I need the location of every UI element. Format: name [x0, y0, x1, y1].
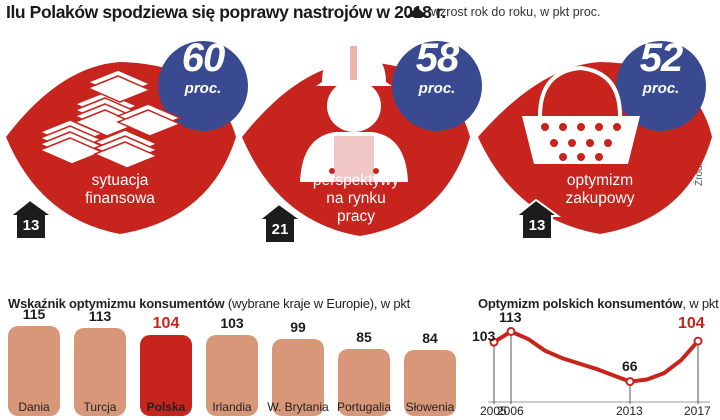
- line-chart: [488, 326, 710, 404]
- increase-arrow-icon: [406, 7, 428, 17]
- line-value-label: 103: [472, 328, 496, 345]
- page-title: Ilu Polaków spodziewa się poprawy nastro…: [6, 2, 446, 22]
- blob-1-value: 60: [181, 36, 226, 80]
- blob-1-label-line2: finansowa: [85, 190, 155, 207]
- bar-chart-title: Wskaźnik optymizmu konsumentów (wybrane …: [8, 296, 410, 311]
- change-arrow-1: [7, 198, 56, 240]
- change-arrow-3: [513, 198, 562, 240]
- line-point: [625, 377, 635, 387]
- blob-financial: [6, 41, 248, 240]
- line-chart-title-bold: Optymizm polskich konsumentów: [478, 296, 683, 311]
- bar-chart: 115 Dania 113 Turcja 104 Polska 103 Irlandia 99 W…: [0, 306, 470, 420]
- bar-dania: [8, 326, 60, 416]
- bar-category-label: Turcja: [83, 400, 117, 414]
- line-chart-title-rest: , w pkt: [682, 296, 719, 311]
- shopping-basket-icon: [522, 65, 640, 164]
- bar-turcja: [74, 327, 126, 416]
- blob-1-label-line1: sytuacja: [91, 172, 149, 189]
- money-stack-icon: [38, 69, 182, 169]
- blob-2-label-line3: pracy: [337, 208, 375, 225]
- bar-category-label: Polska: [146, 400, 186, 414]
- blob-job-market: [242, 41, 482, 244]
- line-point: [506, 326, 516, 336]
- bar-value-label: 84: [422, 330, 438, 347]
- bar-value-label: 99: [290, 318, 306, 335]
- worker-icon: [300, 46, 408, 182]
- x-tick-label: 2005: [480, 404, 507, 418]
- line-chart-title: Optymizm polskich konsumentów, w pkt: [478, 296, 719, 311]
- line-chart-labels: 103 113 66 104 2005 2006 2013 2017: [470, 309, 720, 420]
- line-point: [693, 336, 703, 346]
- line-value-label: 113: [499, 309, 522, 326]
- bar-category-label: Dania: [18, 400, 50, 414]
- line-point: [489, 337, 499, 347]
- blob-2-label-line1: perspektywy: [312, 172, 400, 189]
- bar-chart-title-bold: Wskaźnik optymizmu konsumentów: [8, 296, 225, 311]
- blob-2-label-line2: na rynku: [326, 190, 386, 207]
- blob-3-unit: proc.: [642, 80, 680, 97]
- bar-chart-title-rest: (wybrane kraje w Europie), w pkt: [224, 296, 411, 311]
- bar-category-label: Portugalia: [336, 400, 392, 414]
- blob-1-unit: proc.: [184, 80, 222, 97]
- blob-3-change: 13: [528, 217, 546, 234]
- bar-value-label: 104: [152, 314, 180, 332]
- bar-portugalia: [338, 349, 390, 416]
- bar-s-owenia: [404, 350, 456, 416]
- blob-2-unit: proc.: [418, 80, 456, 97]
- blob-2-change: 21: [271, 221, 289, 238]
- line-value-label: 66: [622, 357, 638, 374]
- blob-3-label-line1: optymizm: [566, 172, 634, 189]
- blob-1-change: 13: [22, 217, 40, 234]
- infographic-blobs: [6, 41, 712, 244]
- blob-2-value: 58: [415, 36, 460, 80]
- bar-value-label: 85: [356, 329, 372, 346]
- x-tick-label: 2006: [497, 404, 524, 418]
- line-series-poland: [492, 329, 700, 384]
- line-value-label: 104: [678, 315, 705, 333]
- bar-irlandia: [206, 335, 258, 416]
- legend-text: wzrost rok do roku, w pkt proc.: [431, 5, 601, 19]
- bar-value-label: 115: [22, 306, 46, 322]
- bar-value-label: 103: [220, 315, 244, 332]
- bar-w-brytania: [272, 338, 324, 416]
- x-tick-label: 2013: [616, 404, 643, 418]
- bar-value-label: 113: [88, 307, 112, 324]
- blob-3-label-line2: zakupowy: [565, 190, 635, 207]
- bar-category-label: W. Brytania: [267, 400, 329, 414]
- x-tick-label: 2017: [684, 404, 711, 418]
- blob-3-value: 52: [639, 36, 684, 80]
- bar-category-label: Słowenia: [405, 400, 455, 414]
- blob-shopping: [478, 41, 712, 240]
- change-arrow-2: [256, 202, 305, 244]
- bar-polska: [140, 334, 192, 416]
- bar-category-label: Irlandia: [212, 400, 252, 414]
